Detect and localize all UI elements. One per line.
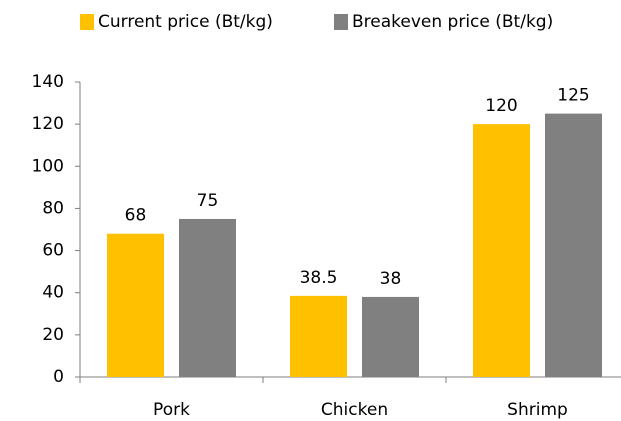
bar [179, 218, 236, 377]
x-tick-label: Shrimp [507, 400, 568, 420]
y-tick-label: 40 [42, 283, 64, 303]
x-tick-label: Pork [153, 400, 190, 420]
legend-swatch [334, 14, 348, 30]
bar [473, 124, 530, 378]
value-label: 120 [485, 96, 517, 116]
value-label: 68 [125, 206, 147, 226]
y-tick-label: 140 [32, 72, 64, 92]
bar [290, 295, 347, 377]
legend-swatch [80, 14, 94, 30]
y-tick-label: 120 [32, 114, 64, 134]
bar [107, 233, 164, 377]
y-tick-label: 80 [42, 198, 64, 218]
bar [362, 296, 419, 377]
bar [545, 113, 602, 377]
x-tick-label: Chicken [321, 400, 388, 420]
y-tick-label: 100 [32, 156, 64, 176]
value-label: 125 [557, 86, 589, 106]
value-label: 75 [197, 191, 219, 211]
legend-label: Current price (Bt/kg) [98, 12, 273, 32]
y-tick-label: 0 [53, 367, 64, 387]
y-tick-label: 60 [42, 241, 64, 261]
value-label: 38.5 [300, 268, 338, 288]
value-label: 38 [380, 269, 402, 289]
y-tick-label: 20 [42, 325, 64, 345]
legend-label: Breakeven price (Bt/kg) [352, 12, 553, 32]
